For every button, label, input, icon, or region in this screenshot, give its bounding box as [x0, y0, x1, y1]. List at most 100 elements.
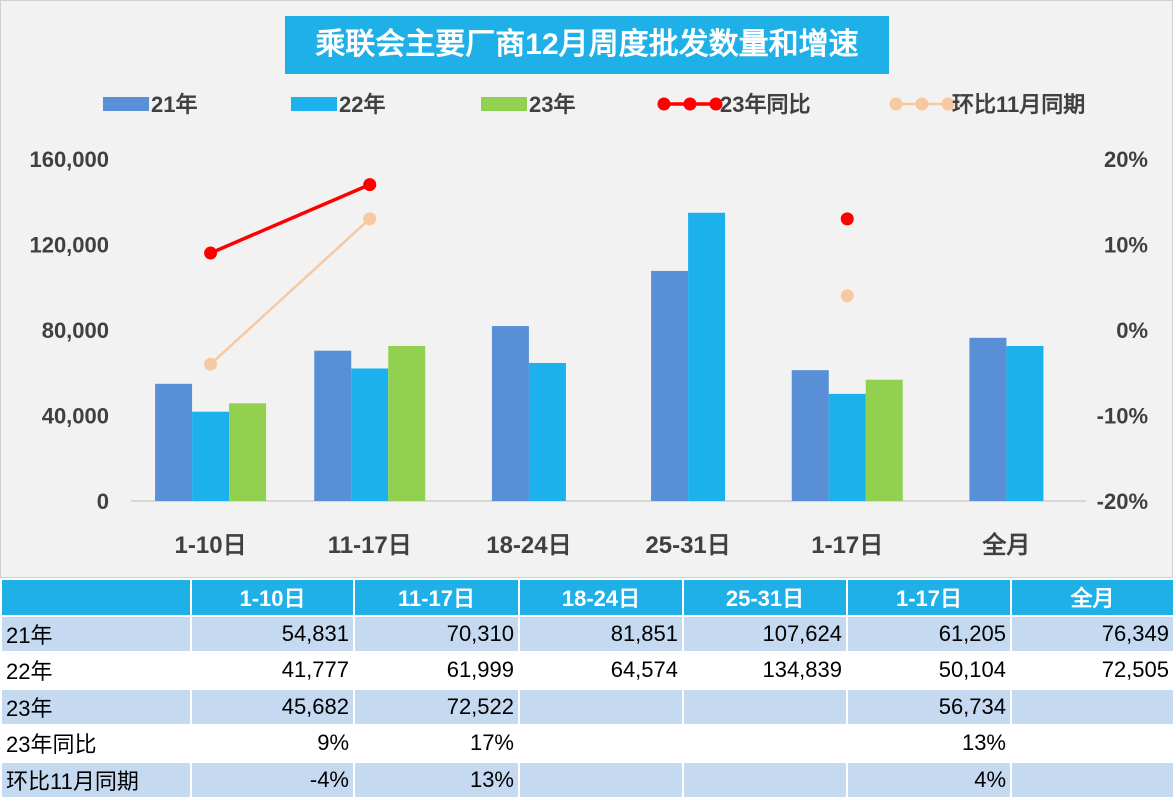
- line-segment-23年同比: [209, 183, 371, 255]
- legend-marker: [657, 97, 671, 111]
- table-cell: 72,505: [1010, 651, 1173, 690]
- line-point-环比11月同期: [840, 289, 854, 303]
- table-cell: 61,999: [353, 651, 520, 690]
- table-cell: 13%: [846, 724, 1012, 763]
- line-point-23年同比: [363, 178, 377, 192]
- bar-23年: [865, 379, 903, 501]
- table-cell: [518, 687, 684, 726]
- chart-svg: 0 40,000 80,000 120,000 160,000 -20% -10% 0% 10%…: [29, 92, 1148, 559]
- table-cell: [1010, 724, 1173, 763]
- legend-marker: [683, 97, 697, 111]
- table-cell: 134,839: [682, 651, 848, 690]
- table-cell: 9%: [190, 724, 355, 763]
- table-cell: 17%: [353, 724, 520, 763]
- table-row: 环比11月同期 -4% 13% 4%: [0, 760, 1173, 799]
- y2-tick-label: 10%: [1104, 233, 1148, 258]
- table-cell: 56,734: [846, 687, 1012, 726]
- legend-marker: [889, 97, 903, 111]
- chart-area: 0 40,000 80,000 120,000 160,000 -20% -10% 0% 10%…: [0, 0, 1173, 578]
- table-header-cell: 全月: [1010, 578, 1173, 617]
- table-cell: [682, 687, 848, 726]
- y-tick-label: 160,000: [29, 147, 109, 172]
- table-cell: 50,104: [846, 651, 1012, 690]
- bar-22年: [192, 411, 230, 501]
- table-cell: 72,522: [353, 687, 520, 726]
- legend-marker: [941, 97, 955, 111]
- y-tick-label: 0: [97, 489, 109, 514]
- legend-label: 23年: [529, 92, 575, 117]
- line-point-23年同比: [840, 212, 854, 226]
- table-row-label: 环比11月同期: [0, 760, 192, 799]
- table-cell: 70,310: [353, 614, 520, 653]
- table-cell: 45,682: [190, 687, 355, 726]
- y-tick-label: 40,000: [42, 404, 109, 429]
- legend-label: 23年同比: [720, 92, 810, 117]
- table-row: 21年 54,831 70,310 81,851 107,624 61,205 76,349: [0, 614, 1173, 653]
- table-row-label: 23年同比: [0, 724, 192, 763]
- line-point-环比11月同期: [204, 357, 218, 371]
- table-row: 22年 41,777 61,999 64,574 134,839 50,104 72,505: [0, 651, 1173, 690]
- bar-21年: [155, 383, 193, 501]
- x-tick-label: 25-31日: [645, 532, 730, 559]
- legend-label: 环比11月同期: [952, 92, 1085, 117]
- legend-label: 22年: [339, 92, 385, 117]
- table-header-row: 1-10日 11-17日 18-24日 25-31日 1-17日 全月: [0, 578, 1173, 617]
- table-row-label: 21年: [0, 614, 192, 653]
- table-cell: 4%: [846, 760, 1012, 799]
- bar-22年: [688, 212, 726, 502]
- table-cell: 61,205: [846, 614, 1012, 653]
- y2-tick-label: 0%: [1116, 318, 1148, 343]
- bar-23年: [229, 403, 267, 501]
- legend-swatch: [291, 97, 337, 111]
- line-point-23年同比: [204, 246, 218, 260]
- bar-22年: [528, 362, 566, 501]
- table-header-cell: 1-17日: [846, 578, 1012, 617]
- y2-tick-label: -10%: [1097, 404, 1148, 429]
- data-table: 1-10日 11-17日 18-24日 25-31日 1-17日 全月 21年 54,831 7…: [0, 578, 1173, 799]
- data-table-body: 1-10日 11-17日 18-24日 25-31日 1-17日 全月 21年 54,831 7…: [0, 578, 1173, 799]
- x-tick-label: 全月: [981, 531, 1030, 559]
- table-header-cell: 25-31日: [682, 578, 848, 617]
- table-header-cell: 1-10日: [190, 578, 355, 617]
- x-tick-label: 11-17日: [328, 532, 412, 559]
- table-row: 23年同比 9% 17% 13%: [0, 724, 1173, 763]
- x-tick-label: 18-24日: [486, 532, 571, 559]
- table-cell: [518, 760, 684, 799]
- table-row-label: 23年: [0, 687, 192, 726]
- table-cell: 64,574: [518, 651, 684, 690]
- bar-22年: [351, 368, 389, 501]
- chart-title: 乘联会主要厂商12月周度批发数量和增速: [285, 16, 889, 74]
- line-segment-环比11月同期: [209, 217, 371, 366]
- table-cell: 54,831: [190, 614, 355, 653]
- bar-21年: [791, 370, 829, 501]
- bar-21年: [314, 350, 352, 501]
- table-cell: 76,349: [1010, 614, 1173, 653]
- legend-swatch: [481, 97, 527, 111]
- table-cell: [682, 760, 848, 799]
- x-tick-label: 1-10日: [175, 532, 247, 559]
- legend-marker: [915, 97, 929, 111]
- y2-tick-label: 20%: [1104, 147, 1148, 172]
- table-cell: [1010, 760, 1173, 799]
- table-cell: [518, 724, 684, 763]
- table-cell: 107,624: [682, 614, 848, 653]
- table-cell: -4%: [190, 760, 355, 799]
- table-header-cell: 18-24日: [518, 578, 684, 617]
- legend-swatch: [103, 97, 149, 111]
- bar-21年: [651, 270, 689, 501]
- y-tick-label: 80,000: [42, 318, 109, 343]
- bar-22年: [828, 393, 866, 501]
- table-cell: 81,851: [518, 614, 684, 653]
- table-row-label: 22年: [0, 651, 192, 690]
- table-cell: [682, 724, 848, 763]
- bar-21年: [969, 337, 1007, 501]
- table-cell: [1010, 687, 1173, 726]
- x-tick-label: 1-17日: [811, 532, 883, 559]
- y2-tick-label: -20%: [1097, 489, 1148, 514]
- table-cell: 13%: [353, 760, 520, 799]
- table-cell: 41,777: [190, 651, 355, 690]
- line-point-环比11月同期: [363, 212, 377, 226]
- bar-22年: [1006, 346, 1044, 501]
- legend-label: 21年: [151, 92, 197, 117]
- bar-21年: [491, 326, 529, 501]
